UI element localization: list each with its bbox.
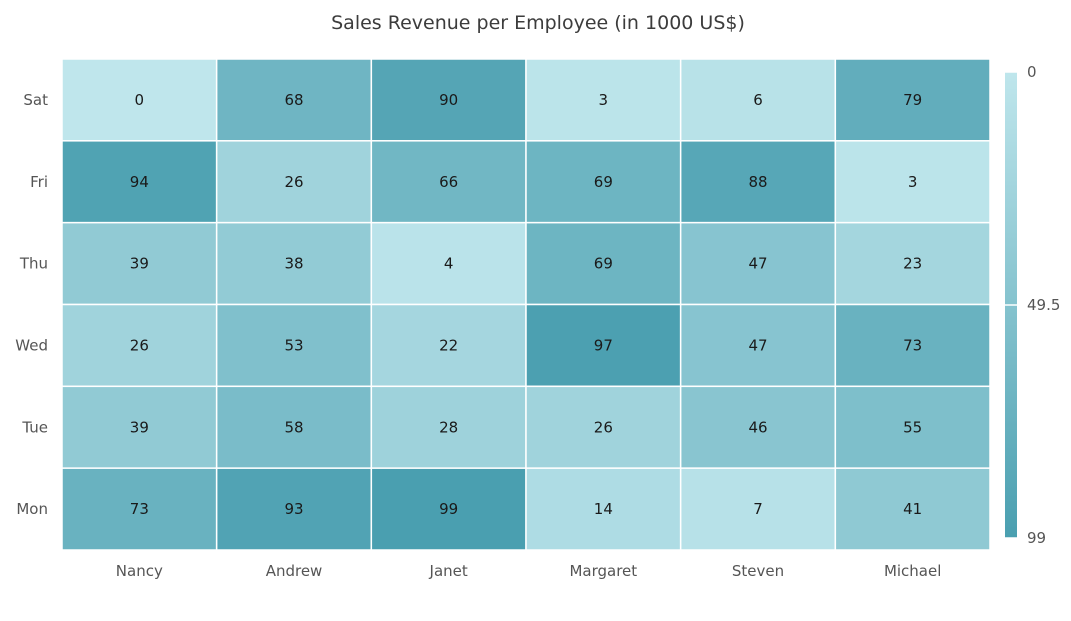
x-tick-label: Margaret bbox=[569, 562, 637, 580]
x-tick-label: Andrew bbox=[266, 562, 323, 580]
cell-value-label: 3 bbox=[908, 173, 918, 191]
y-axis-labels: Sat Fri Thu Wed Tue Mon bbox=[15, 91, 48, 518]
heatmap-cell[interactable] bbox=[370, 58, 527, 142]
cell-value-label: 23 bbox=[903, 255, 922, 273]
cell-value-label: 73 bbox=[903, 336, 922, 354]
cell-value-label: 53 bbox=[284, 336, 303, 354]
heatmap-cell[interactable] bbox=[679, 303, 837, 388]
heatmap-cell[interactable] bbox=[370, 303, 527, 388]
cell-value-label: 58 bbox=[284, 418, 303, 436]
heatmap-cell[interactable] bbox=[834, 385, 991, 469]
cell-value-label: 4 bbox=[444, 255, 454, 273]
cell-value-label: 3 bbox=[599, 91, 609, 109]
heatmap-cell[interactable] bbox=[834, 467, 991, 551]
heatmap-cells: 0 68 90 3 6 79 94 26 66 69 88 3 39 38 4 69 47 23 26 53 22 97 4… bbox=[61, 58, 991, 551]
heatmap-cell[interactable] bbox=[525, 385, 682, 469]
cell-value-label: 7 bbox=[753, 500, 763, 518]
legend-label: 99 bbox=[1027, 529, 1046, 547]
cell-value-label: 46 bbox=[748, 418, 767, 436]
heatmap-cell[interactable] bbox=[834, 303, 991, 388]
chart-title: Sales Revenue per Employee (in 1000 US$) bbox=[331, 12, 745, 34]
heatmap-cell[interactable] bbox=[834, 140, 991, 224]
cell-value-label: 14 bbox=[594, 500, 613, 518]
x-tick-label: Janet bbox=[429, 562, 468, 580]
heatmap-cell[interactable] bbox=[61, 58, 218, 142]
cell-value-label: 93 bbox=[284, 500, 303, 518]
cell-value-label: 47 bbox=[748, 336, 767, 354]
legend-label: 49.5 bbox=[1027, 296, 1060, 314]
x-tick-label: Steven bbox=[732, 562, 784, 580]
heatmap-cell[interactable] bbox=[525, 467, 682, 551]
heatmap-cell[interactable] bbox=[215, 303, 373, 388]
heatmap-cell[interactable] bbox=[61, 303, 218, 388]
heatmap-cell[interactable] bbox=[679, 221, 837, 306]
cell-value-label: 97 bbox=[594, 336, 613, 354]
cell-value-label: 6 bbox=[753, 91, 763, 109]
cell-value-label: 94 bbox=[130, 173, 149, 191]
cell-value-label: 69 bbox=[594, 255, 613, 273]
heatmap-cell[interactable] bbox=[370, 385, 527, 469]
cell-value-label: 90 bbox=[439, 91, 458, 109]
cell-value-label: 26 bbox=[130, 336, 149, 354]
cell-value-label: 55 bbox=[903, 418, 922, 436]
heatmap-cell[interactable] bbox=[61, 385, 218, 469]
cell-value-label: 66 bbox=[439, 173, 458, 191]
cell-value-label: 26 bbox=[284, 173, 303, 191]
cell-value-label: 28 bbox=[439, 418, 458, 436]
cell-value-label: 39 bbox=[130, 255, 149, 273]
cell-value-label: 41 bbox=[903, 500, 922, 518]
y-tick-label: Tue bbox=[21, 418, 48, 436]
cell-value-label: 39 bbox=[130, 418, 149, 436]
heatmap-cell[interactable] bbox=[679, 385, 837, 469]
y-tick-label: Sat bbox=[23, 91, 48, 109]
heatmap-cell[interactable] bbox=[215, 58, 373, 142]
y-tick-label: Mon bbox=[16, 500, 48, 518]
cell-value-label: 0 bbox=[135, 91, 145, 109]
cell-value-label: 38 bbox=[284, 255, 303, 273]
heatmap-cell[interactable] bbox=[679, 467, 837, 551]
x-tick-label: Michael bbox=[884, 562, 941, 580]
cell-value-label: 79 bbox=[903, 91, 922, 109]
cell-value-label: 68 bbox=[284, 91, 303, 109]
cell-value-label: 47 bbox=[748, 255, 767, 273]
x-tick-label: Nancy bbox=[116, 562, 163, 580]
heatmap-cell[interactable] bbox=[525, 58, 682, 142]
heatmap-cell[interactable] bbox=[525, 303, 682, 388]
cell-value-label: 73 bbox=[130, 500, 149, 518]
heatmap-cell[interactable] bbox=[525, 140, 682, 224]
cell-value-label: 22 bbox=[439, 336, 458, 354]
cell-value-label: 88 bbox=[748, 173, 767, 191]
y-tick-label: Wed bbox=[15, 336, 48, 354]
heatmap-cell[interactable] bbox=[215, 140, 373, 224]
cell-value-label: 26 bbox=[594, 418, 613, 436]
heatmap-cell[interactable] bbox=[834, 58, 991, 142]
heatmap-cell[interactable] bbox=[61, 467, 218, 551]
y-tick-label: Thu bbox=[19, 255, 48, 273]
heatmap-cell[interactable] bbox=[525, 221, 682, 306]
y-tick-label: Fri bbox=[30, 173, 48, 191]
x-axis-labels: Nancy Andrew Janet Margaret Steven Michael bbox=[116, 562, 942, 580]
heatmap-cell[interactable] bbox=[834, 221, 991, 306]
legend-label: 0 bbox=[1027, 63, 1037, 81]
heatmap-cell[interactable] bbox=[215, 221, 373, 306]
cell-value-label: 99 bbox=[439, 500, 458, 518]
color-legend: 0 49.5 99 bbox=[1005, 63, 1060, 547]
cell-value-label: 69 bbox=[594, 173, 613, 191]
